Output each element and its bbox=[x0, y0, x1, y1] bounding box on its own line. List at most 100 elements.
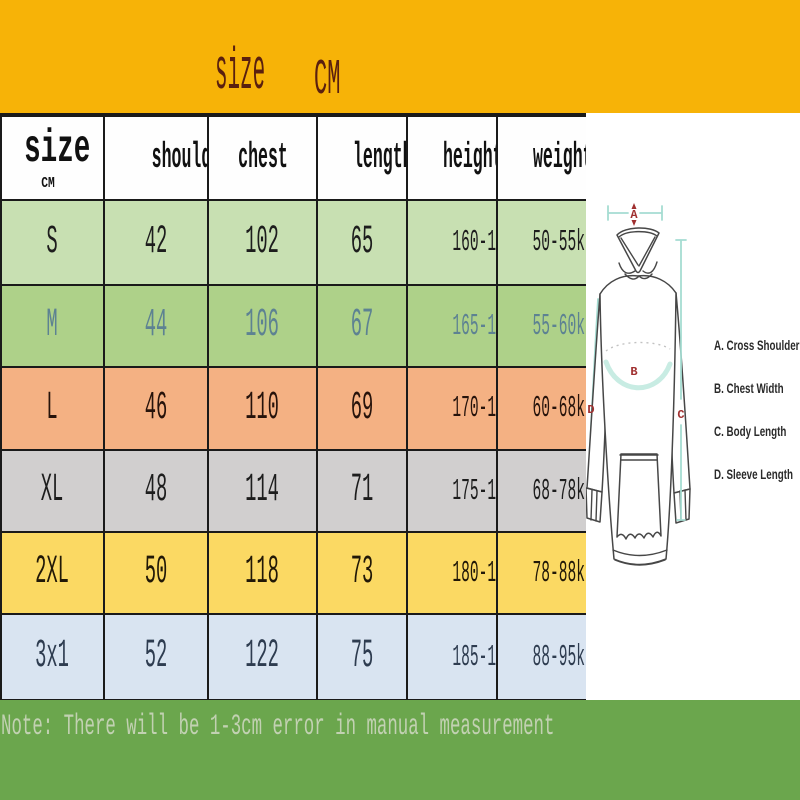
column-header: chest bbox=[238, 137, 288, 178]
legend-chest-width: B. Chest Width bbox=[714, 380, 784, 396]
cell-length: 69 bbox=[316, 366, 408, 451]
cell-value: 60-68kg bbox=[532, 391, 585, 426]
cell-value: 52 bbox=[144, 634, 168, 679]
marker-d: D bbox=[587, 403, 594, 417]
column-header-size: sizeCM bbox=[0, 114, 105, 201]
legend-body-length: C. Body Length bbox=[714, 423, 787, 439]
cell-height: 160-165cm bbox=[406, 199, 498, 286]
hoodie-left-cuff bbox=[586, 487, 603, 523]
cell-weight: 68-78kg bbox=[496, 449, 588, 533]
title-unit: CM bbox=[314, 52, 341, 109]
hoodie-pocket bbox=[616, 453, 662, 540]
cell-height: 180-185cm bbox=[406, 531, 498, 615]
cell-value: 2XL bbox=[35, 550, 70, 595]
cell-value: XL bbox=[41, 468, 64, 513]
cell-chest: 106 bbox=[207, 284, 318, 368]
cell-shoulder: 42 bbox=[103, 199, 209, 286]
cell-value: 3x1 bbox=[35, 634, 70, 679]
cell-value: 69 bbox=[350, 385, 374, 431]
cell-weight: 60-68kg bbox=[496, 366, 588, 451]
measure-line-a bbox=[607, 205, 663, 221]
cell-length: 67 bbox=[316, 284, 408, 368]
hoodie-hem-2 bbox=[614, 559, 666, 566]
cell-value: S bbox=[46, 219, 59, 265]
cell-weight: 50-55kg bbox=[496, 199, 588, 286]
note-banner: Note: There will be 1-3cm error in manua… bbox=[0, 700, 800, 800]
cell-value: 46 bbox=[144, 385, 168, 431]
marker-a-arrows bbox=[631, 203, 637, 226]
column-header-height: height bbox=[406, 114, 498, 201]
size-row-xl: XL 48 114 71 175-180cm 68-78kg bbox=[0, 449, 588, 533]
column-header: weight bbox=[532, 137, 587, 178]
cell-height: 165-170cm bbox=[406, 284, 498, 368]
cell-weight: 55-60kg bbox=[496, 284, 588, 368]
legend-sleeve-length: D. Sleeve Length bbox=[714, 466, 793, 482]
cell-value: 42 bbox=[144, 219, 168, 265]
cell-size: S bbox=[0, 199, 105, 286]
cell-shoulder: 52 bbox=[103, 613, 209, 701]
marker-a: A bbox=[630, 208, 638, 222]
marker-c: C bbox=[677, 408, 684, 422]
size-row-3xl: 3x1 52 122 75 185-188CM 88-95kg bbox=[0, 613, 588, 701]
cell-value: 65 bbox=[350, 219, 374, 265]
size-row-s: S 42 102 65 160-165cm 50-55kg bbox=[0, 199, 588, 286]
cell-value: 68-78kg bbox=[532, 473, 585, 509]
cell-size: XL bbox=[0, 449, 105, 533]
cell-value: 118 bbox=[245, 550, 280, 595]
cell-length: 73 bbox=[316, 531, 408, 615]
cell-height: 175-180cm bbox=[406, 449, 498, 533]
column-header: shoulder bbox=[151, 137, 206, 178]
cell-value: 75 bbox=[350, 634, 374, 679]
cell-shoulder: 46 bbox=[103, 366, 209, 451]
measurement-guide: A B C D A. Cross Shoulder B. Chest Width… bbox=[586, 113, 800, 700]
cell-value: 180-185cm bbox=[452, 555, 497, 591]
cell-value: 110 bbox=[245, 385, 280, 431]
cell-value: 175-180cm bbox=[452, 473, 497, 509]
cell-value: 73 bbox=[350, 550, 374, 595]
cell-value: 44 bbox=[144, 303, 168, 348]
cell-value: 102 bbox=[245, 219, 280, 265]
marker-b: B bbox=[630, 365, 637, 379]
cell-size: M bbox=[0, 284, 105, 368]
header-row: sizeCM shoulder chest length height weig… bbox=[0, 114, 588, 201]
column-header-length: length bbox=[316, 114, 408, 201]
column-header-weight: weight bbox=[496, 114, 588, 201]
cell-weight: 88-95kg bbox=[496, 613, 588, 701]
column-header-shoulder: shoulder bbox=[103, 114, 209, 201]
column-header-chest: chest bbox=[207, 114, 318, 201]
cell-value: 67 bbox=[350, 303, 374, 348]
cell-chest: 122 bbox=[207, 613, 318, 701]
cell-value: 106 bbox=[245, 303, 280, 348]
hoodie-right-cuff bbox=[673, 488, 691, 524]
hoodie-diagram: A B C D bbox=[586, 203, 691, 566]
cell-chest: 110 bbox=[207, 366, 318, 451]
cell-weight: 78-88kg bbox=[496, 531, 588, 615]
cell-value: M bbox=[46, 303, 59, 348]
cell-value: 55-60kg bbox=[532, 308, 585, 344]
hoodie-hood bbox=[616, 227, 660, 274]
note-text: Note: There will be 1-3cm error in manua… bbox=[1, 710, 555, 744]
measure-arc-dotted bbox=[605, 341, 671, 352]
cell-shoulder: 50 bbox=[103, 531, 209, 615]
cell-size: 3x1 bbox=[0, 613, 105, 701]
cell-value: 165-170cm bbox=[452, 308, 497, 344]
legend-cross-shoulder: A. Cross Shoulder bbox=[714, 337, 800, 353]
cell-value: 170-175cm bbox=[452, 391, 497, 426]
size-row-2xl: 2XL 50 118 73 180-185cm 78-88kg bbox=[0, 531, 588, 615]
column-header-unit: CM bbox=[41, 174, 56, 192]
column-header: height bbox=[442, 137, 497, 178]
cell-shoulder: 44 bbox=[103, 284, 209, 368]
cell-value: 71 bbox=[350, 468, 374, 513]
cell-length: 65 bbox=[316, 199, 408, 286]
cell-size: L bbox=[0, 366, 105, 451]
cell-shoulder: 48 bbox=[103, 449, 209, 533]
top-banner: size CM bbox=[0, 0, 800, 113]
cell-height: 185-188CM bbox=[406, 613, 498, 701]
cell-value: 122 bbox=[245, 634, 280, 679]
cell-chest: 102 bbox=[207, 199, 318, 286]
cell-value: 78-88kg bbox=[532, 555, 585, 591]
cell-value: L bbox=[46, 385, 59, 431]
cell-value: 50 bbox=[144, 550, 168, 595]
size-table: sizeCM shoulder chest length height weig… bbox=[0, 113, 588, 701]
cell-length: 75 bbox=[316, 613, 408, 701]
